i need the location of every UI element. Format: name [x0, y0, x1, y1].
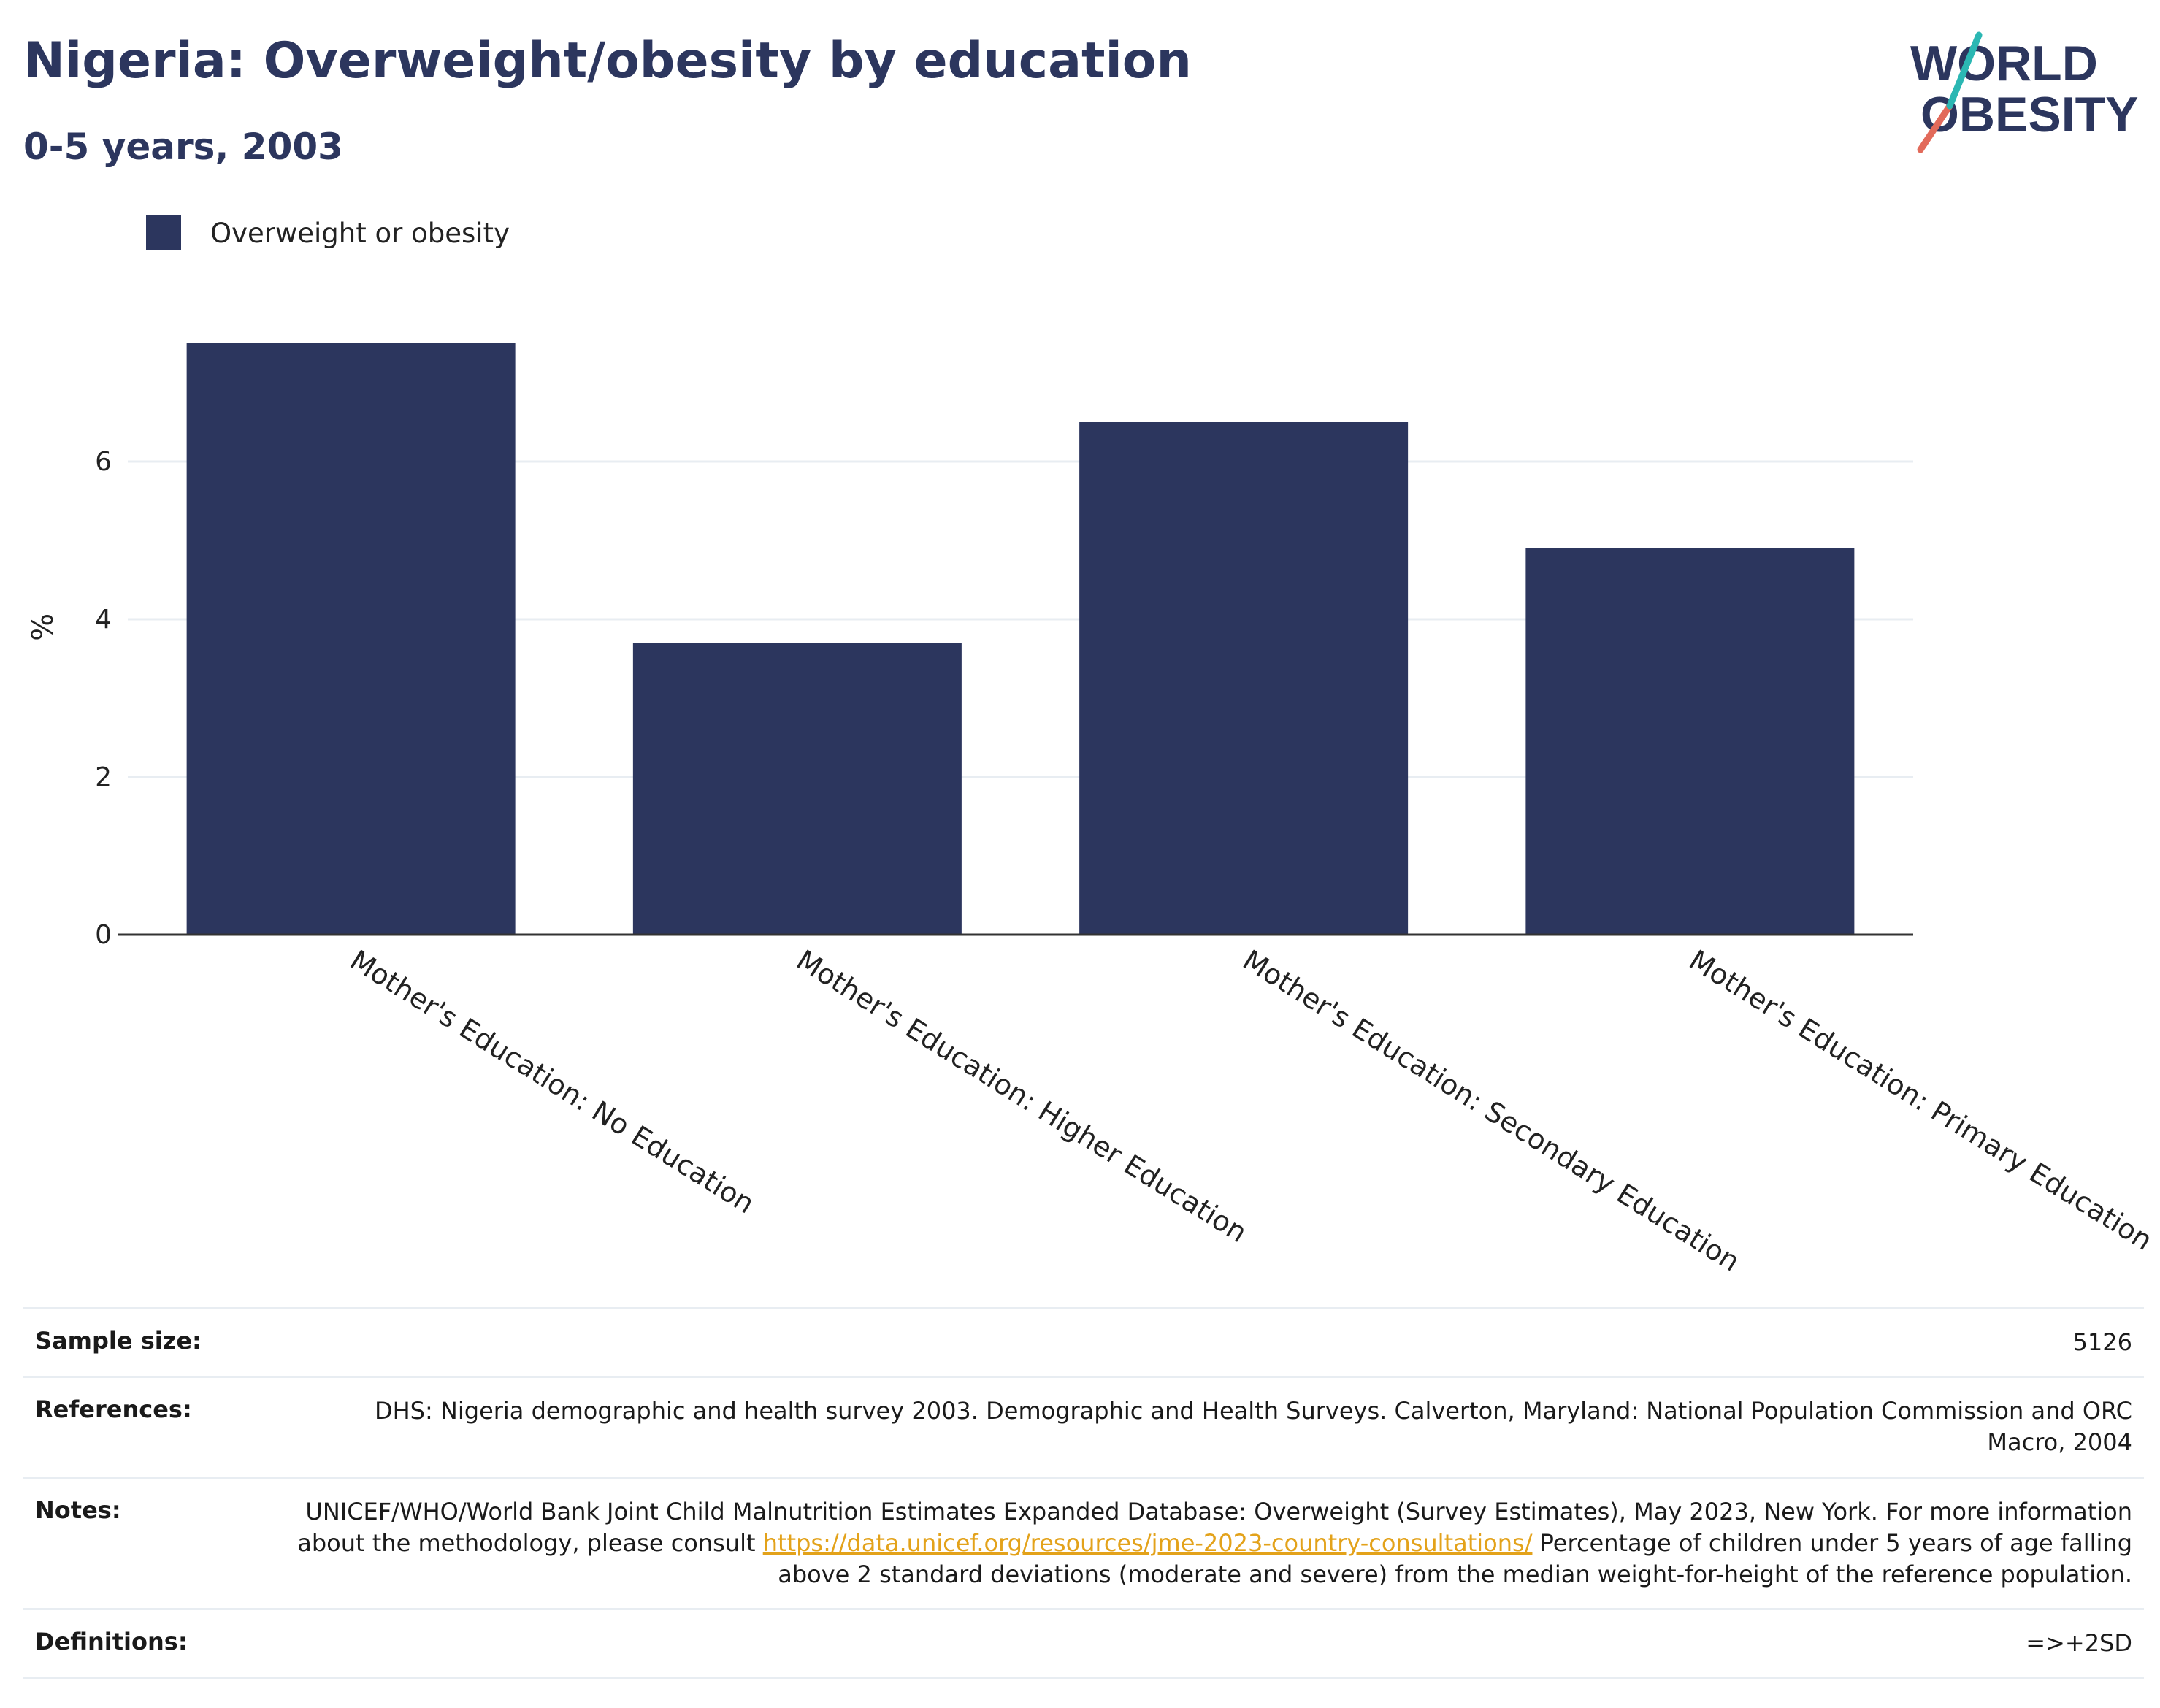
definitions-row: Definitions: =>+2SD — [23, 1608, 2144, 1680]
notes-value: UNICEF/WHO/World Bank Joint Child Malnut… — [292, 1496, 2132, 1591]
logo-slash-lower — [1917, 102, 1953, 153]
notes-text-before: UNICEF/WHO/World Bank Joint Child Malnut… — [297, 1497, 2132, 1557]
bar — [1525, 548, 1855, 935]
sample-size-value: 5126 — [2072, 1328, 2132, 1356]
logo-line1: WORLD — [1910, 36, 2098, 91]
references-value: DHS: Nigeria demographic and health surv… — [374, 1397, 2132, 1457]
sample-size-row: Sample size: 5126 — [23, 1307, 2144, 1376]
y-tick-label: 4 — [95, 605, 112, 635]
notes-text-after: Percentage of children under 5 years of … — [778, 1528, 2132, 1588]
x-tick-label: Mother's Education: No Education — [345, 943, 760, 1219]
y-tick-label: 0 — [95, 920, 112, 950]
sample-size-label: Sample size: — [35, 1327, 202, 1355]
notes-label: Notes: — [35, 1496, 121, 1524]
definitions-value: =>+2SD — [2026, 1629, 2132, 1658]
x-tick-label: Mother's Education: Secondary Education — [1237, 943, 1745, 1271]
metadata-table: Sample size: 5126 References: DHS: Niger… — [23, 1307, 2144, 1680]
x-tick-label: Mother's Education: Primary Education — [1684, 943, 2159, 1257]
bar — [632, 643, 962, 935]
legend-label: Overweight or obesity — [210, 217, 510, 249]
logo-slash-upper — [1946, 31, 1983, 110]
references-row: References: DHS: Nigeria demographic and… — [23, 1376, 2144, 1476]
x-tick-label: Mother's Education: Higher Education — [791, 943, 1252, 1249]
notes-link[interactable]: https://data.unicef.org/resources/jme-20… — [762, 1528, 1533, 1557]
world-obesity-logo: WORLD OBESITY — [1910, 31, 2139, 153]
y-tick-label: 6 — [95, 447, 112, 477]
chart-legend[interactable]: Overweight or obesity — [146, 215, 510, 250]
notes-row: Notes: UNICEF/WHO/World Bank Joint Child… — [23, 1476, 2144, 1609]
y-axis-label: % — [26, 613, 60, 641]
chart-title: Nigeria: Overweight/obesity by education — [23, 32, 1192, 90]
bar — [1079, 422, 1409, 935]
y-tick-label: 2 — [95, 762, 112, 792]
definitions-label: Definitions: — [35, 1628, 188, 1656]
legend-swatch — [146, 215, 181, 250]
references-label: References: — [35, 1395, 192, 1424]
bar — [186, 343, 516, 935]
chart-subtitle: 0-5 years, 2003 — [23, 126, 343, 168]
